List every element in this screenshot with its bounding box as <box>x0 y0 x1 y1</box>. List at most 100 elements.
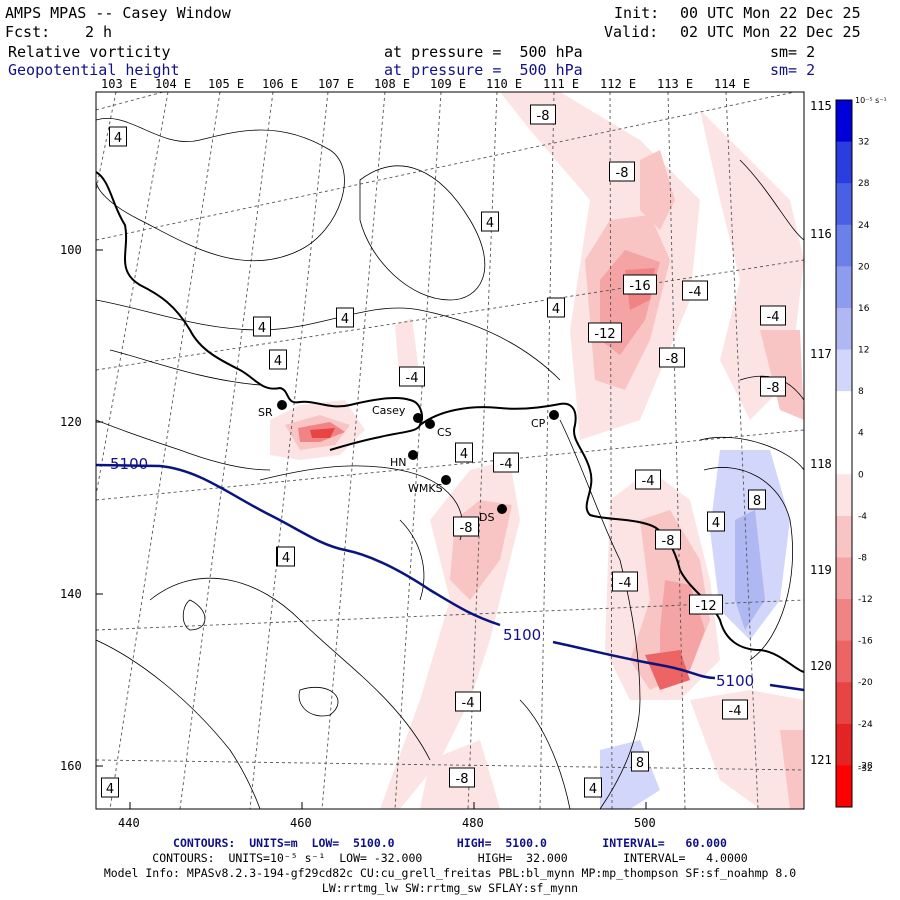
lon-label: 104 E <box>155 77 192 91</box>
footer-model-info: Model Info: MPASv8.2.3-194-gf29cd82c CU:… <box>103 866 797 880</box>
vorticity-label-box <box>682 280 708 301</box>
vorticity-label-box <box>455 442 473 463</box>
vorticity-label-box <box>449 767 475 788</box>
vorticity-label-box <box>269 349 287 370</box>
model-title: AMPS MPAS -- Casey Window <box>5 4 231 22</box>
vorticity-label: 4 <box>486 216 494 231</box>
vorticity-contours <box>96 118 804 809</box>
valid-value: 02 UTC Mon 22 Dec 25 <box>680 23 861 41</box>
lon-label: 106 E <box>262 77 299 91</box>
station-label: CP <box>531 417 546 430</box>
vorticity-label-box <box>659 347 685 368</box>
vorticity-label: -4 <box>767 310 780 325</box>
vorticity-label-box <box>455 691 481 712</box>
vorticity-label: 4 <box>341 312 349 327</box>
colorbar-swatch <box>836 723 852 766</box>
colorbar-level-label: -4 <box>858 512 867 522</box>
vorticity-label-box <box>760 305 786 326</box>
colorbar-frame <box>835 99 853 808</box>
vorticity-label-box <box>635 469 661 490</box>
colorbar-level-label: -8 <box>858 553 867 563</box>
colorbar-swatch <box>836 515 852 558</box>
vorticity-label: 4 <box>274 354 282 369</box>
init-label: Init: <box>614 4 660 22</box>
fcst-label: Fcst: <box>5 23 51 41</box>
station-dot-cs <box>425 419 435 429</box>
colorbar-swatch <box>836 349 852 392</box>
colorbar-level-label: -32 <box>858 764 873 774</box>
vorticity-label-box <box>584 777 602 798</box>
colorbar-level-label: 12 <box>858 346 869 356</box>
colorbar-units: 10⁻⁵ s⁻¹ <box>855 96 887 105</box>
station-dot-ds <box>497 504 507 514</box>
vorticity-shading <box>270 92 804 809</box>
vorticity-label-box <box>277 546 295 567</box>
colorbar-swatch <box>836 432 852 475</box>
footer-physics: LW:rrtmg_lw SW:rrtmg_sw SFLAY:sf_mynn <box>321 881 579 895</box>
lon-label: 107 E <box>318 77 355 91</box>
vorticity-label-box <box>530 104 556 125</box>
vorticity-label: -12 <box>594 327 615 342</box>
vorticity-label-box <box>588 322 622 343</box>
colorbar-swatch <box>836 599 852 642</box>
vorticity-label: 8 <box>636 756 644 771</box>
footer-height-contours: CONTOURS: UNITS=m LOW= 5100.0 HIGH= 5100… <box>173 836 727 850</box>
y-tick-label: 120 <box>60 415 82 429</box>
field-1-smooth: sm= 2 <box>770 43 816 61</box>
vorticity-label: 4 <box>258 321 266 336</box>
station-label: CS <box>437 426 452 439</box>
x-tick-label: 440 <box>118 816 140 830</box>
vorticity-label-box <box>453 516 479 537</box>
colorbar-level-label: -12 <box>858 595 873 605</box>
colorbar-swatch <box>836 765 852 808</box>
station-dot-wmks <box>441 475 451 485</box>
vorticity-label-box <box>399 366 425 387</box>
lon-label: 105 E <box>208 77 245 91</box>
colorbar-swatch <box>836 474 852 517</box>
station-label: SR <box>258 406 273 419</box>
colorbar-swatch <box>836 141 852 184</box>
station-label: Casey <box>372 404 406 417</box>
vorticity-label-box <box>631 751 649 772</box>
field-1-name: Relative vorticity <box>8 43 171 61</box>
colorbar-level-label: 4 <box>858 429 864 439</box>
vorticity-label: -8 <box>616 166 629 181</box>
colorbar-level-label: 32 <box>858 138 869 148</box>
vorticity-label-box <box>253 316 271 337</box>
colorbar-level-label: -20 <box>858 678 873 688</box>
graticule <box>96 92 804 809</box>
lon-label: 109 E <box>430 77 467 91</box>
colorbar-swatch <box>836 266 852 309</box>
colorbar-level-label: 8 <box>858 387 864 397</box>
vorticity-label: 4 <box>282 551 290 566</box>
vorticity-label-box <box>707 511 725 532</box>
station-markers: SR Casey CS HN WMKS CP DS <box>258 400 559 524</box>
height-label: 5100 <box>503 626 541 644</box>
field-2-level: at pressure = 500 hPa <box>384 61 583 79</box>
vorticity-label: -4 <box>619 576 632 591</box>
colorbar-level-label: 20 <box>858 262 870 272</box>
vorticity-label: -8 <box>767 381 780 396</box>
station-dot-sr <box>277 400 287 410</box>
colorbar-swatch <box>836 682 852 725</box>
field-2-name: Geopotential height <box>8 61 180 79</box>
vorticity-label: 4 <box>552 302 560 317</box>
vorticity-label-group: 4 4 4 4 4 4 -8 -8 -16 -4 -4 -12 -8 -8 -4 4 -4 -4 -8 4 -8 -4 -1… <box>101 104 786 798</box>
colorbar-level-label: -28 <box>858 761 873 771</box>
vorticity-label-box <box>748 489 766 510</box>
colorbar-swatch <box>836 100 852 143</box>
vorticity-label: -12 <box>695 599 716 614</box>
vorticity-label: -8 <box>537 109 550 124</box>
footer-vorticity-contours: CONTOURS: UNITS=10⁻⁵ s⁻¹ LOW= -32.000 HI… <box>152 851 748 865</box>
lon-label: 113 E <box>657 77 694 91</box>
fcst-value: 2 h <box>85 23 113 41</box>
lon-label: 114 E <box>714 77 751 91</box>
station-label: HN <box>390 456 407 469</box>
station-label: WMKS <box>408 482 443 495</box>
colorbar-level-label: 24 <box>858 221 870 231</box>
vorticity-label-box <box>547 297 565 318</box>
vorticity-label: 4 <box>114 131 122 146</box>
vorticity-label-box <box>481 211 499 232</box>
vorticity-label: -4 <box>500 457 513 472</box>
